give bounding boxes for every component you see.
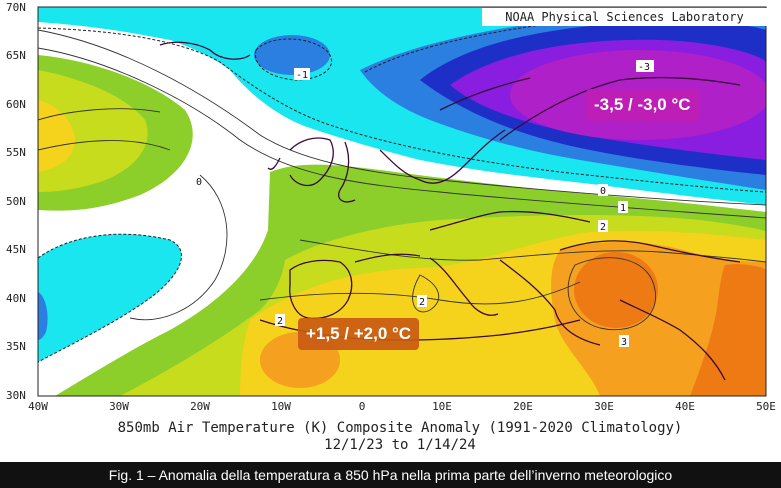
- warm-anomaly-badge: +1,5 / +2,0 °C: [298, 318, 420, 350]
- longitude-axis: 40W 30W 20W 10W 0 10E 20E 30E 40E 50E: [28, 400, 776, 413]
- lon-label: 50E: [756, 400, 776, 413]
- lat-label: 50N: [6, 195, 26, 208]
- map-plot-area: -1 -3 0 0 1 2 2 2 3: [38, 7, 766, 396]
- lon-label: 40W: [28, 400, 48, 413]
- cold-patch-west-blue: [38, 292, 48, 340]
- lon-label: 20W: [190, 400, 210, 413]
- contour-label-zero-west: 0: [196, 177, 202, 188]
- warm-core-east: [690, 264, 766, 396]
- lat-label: 65N: [6, 49, 26, 62]
- warm-tongue-west-yellowgreen: [38, 70, 148, 192]
- contour-label-one: 1: [620, 203, 626, 214]
- contour-label-zero-east: 0: [600, 186, 606, 197]
- lat-label: 70N: [6, 1, 26, 14]
- lon-label: 30W: [109, 400, 129, 413]
- cold-patch-west: [38, 234, 182, 362]
- map-date-range: 12/1/23 to 1/14/24: [324, 437, 476, 453]
- contour-lines: [38, 29, 766, 331]
- map-title: 850mb Air Temperature (K) Composite Anom…: [118, 420, 683, 436]
- lat-label: 55N: [6, 146, 26, 159]
- lon-label: 0: [359, 400, 366, 413]
- cold-spot-greenland: [254, 35, 330, 75]
- lon-label: 10W: [271, 400, 291, 413]
- lon-label: 20E: [513, 400, 533, 413]
- latitude-axis: 70N 65N 60N 55N 50N 45N 40N 35N 30N: [6, 1, 26, 402]
- cold-anomaly-badge: -3,5 / -3,0 °C: [586, 89, 699, 121]
- lon-label: 30E: [594, 400, 614, 413]
- negative-contours: [38, 15, 766, 363]
- contour-label-neg1: -1: [296, 70, 308, 81]
- warm-tongue-west-yellow: [38, 100, 76, 172]
- contour-label-two-italy: 2: [419, 297, 425, 308]
- credit-label: NOAA Physical Sciences Laboratory: [482, 8, 767, 26]
- contour-label-two-east: 2: [600, 222, 606, 233]
- lat-label: 30N: [6, 389, 26, 402]
- lat-label: 60N: [6, 98, 26, 111]
- warm-core-orange: [574, 252, 658, 328]
- lat-label: 40N: [6, 292, 26, 305]
- contour-value-labels: -1 -3 0 0 1 2 2 2 3: [196, 60, 654, 348]
- map-frame: [37, 6, 767, 397]
- lon-label: 40E: [675, 400, 695, 413]
- contour-label-neg3: -3: [638, 62, 650, 73]
- lat-label: 45N: [6, 243, 26, 256]
- contour-label-two-iberia: 2: [277, 316, 283, 327]
- contour-label-three: 3: [621, 337, 627, 348]
- figure-caption: Fig. 1 – Anomalia della temperatura a 85…: [0, 462, 781, 488]
- lon-label: 10E: [432, 400, 452, 413]
- lat-label: 35N: [6, 340, 26, 353]
